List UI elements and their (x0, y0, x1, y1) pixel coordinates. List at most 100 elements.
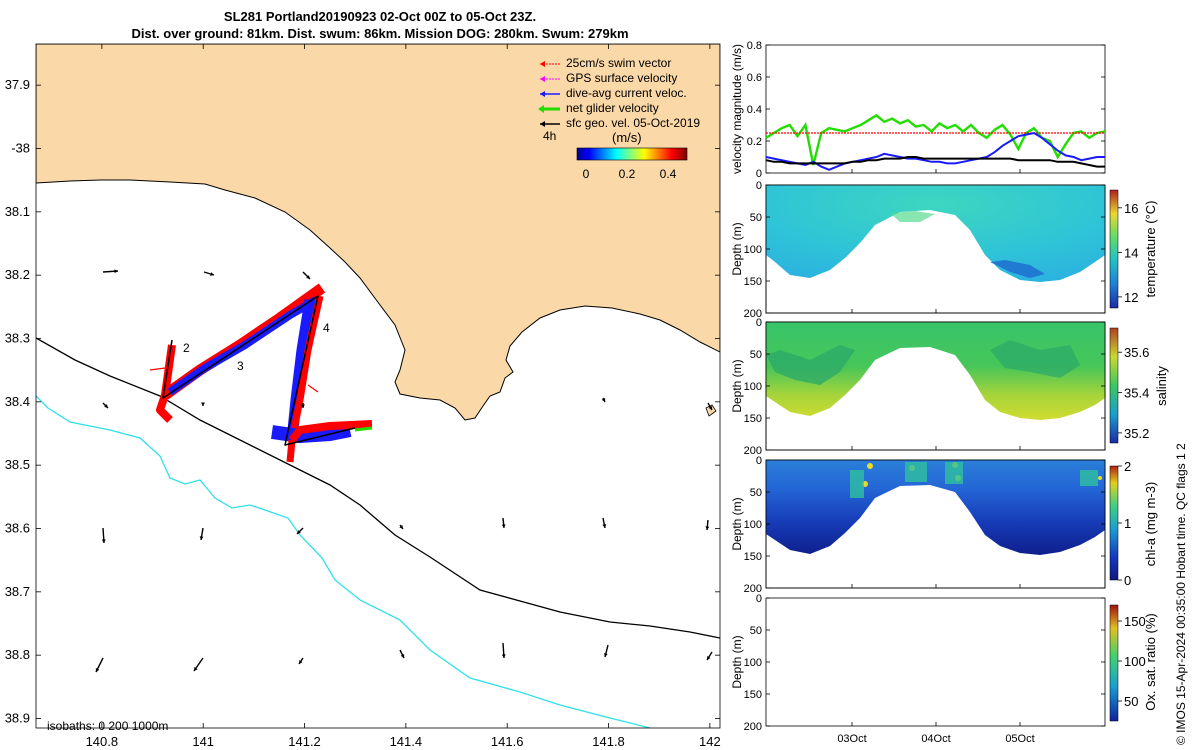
map-ytick-label: 37.9 (5, 77, 30, 92)
sfc-geo-arrowhead (114, 269, 118, 274)
map-ytick-label: 38.1 (5, 204, 30, 219)
time-step-label: 4h (543, 129, 556, 143)
date-tick-label: 05Oct (1005, 733, 1034, 745)
salinity-ytick-label: 50 (750, 349, 762, 361)
oxygen-y-ticks: 0 50 100 150 200 (744, 593, 1105, 733)
swim-arrow-b (307, 384, 319, 393)
chl-ytick-label: 200 (744, 583, 762, 595)
sfc-geo-arrowhead (707, 656, 711, 660)
legend-label-dive-avg: dive-avg current veloc. (566, 86, 687, 100)
chl-y-ticks: 0 50 100 150 200 (744, 455, 1105, 595)
copyright-footer: © IMOS 15-Apr-2024 00:35:00 Hobart time.… (1174, 443, 1188, 745)
chl-colorbar (1109, 465, 1119, 581)
map-xtick-label: 141.2 (288, 734, 321, 749)
temperature-cold-patch (990, 260, 1045, 278)
chl-ytick-label: 100 (744, 519, 762, 531)
salinity-ytick-label: 100 (744, 381, 762, 393)
velocity-ytick-label: 0.4 (747, 104, 762, 116)
temperature-colorbar (1109, 189, 1119, 309)
chl-ytick-label: 50 (750, 487, 762, 499)
sfc-geo-arrows (95, 269, 713, 673)
oxygen-ytick-label: 50 (750, 625, 762, 637)
velocity-panel: 0 0.2 0.4 0.6 0.8 velocity magnitude (m/s) (730, 40, 1106, 180)
sfc-geo-arrowhead (299, 660, 303, 664)
legend-label-gps: GPS surface velocity (566, 71, 677, 85)
sfc-geo-arrowhead (501, 654, 506, 658)
velocity-ytick-label: 0.2 (747, 136, 762, 148)
map-xtick-label: 141 (192, 734, 214, 749)
oxygen-colorbar (1109, 604, 1119, 722)
legend-item-sfc-geo: sfc geo. vel. 05-Oct-2019 (540, 116, 700, 130)
velocity-y-ticks: 0 0.2 0.4 0.6 0.8 (747, 40, 1105, 180)
temperature-cbtick-label: 12 (1124, 290, 1138, 305)
map-ytick-label: 38.9 (5, 711, 30, 726)
oxygen-cbtick-label: 150 (1124, 614, 1146, 629)
legend-item-dive-avg: dive-avg current veloc. (540, 86, 687, 100)
temperature-ytick-label: 200 (744, 308, 762, 320)
sfc-geo-arrowhead (601, 398, 606, 402)
oxygen-cbtick-label: 100 (1124, 654, 1146, 669)
map-ytick-label: 38.6 (5, 521, 30, 536)
sfc-geo-arrowhead (400, 654, 405, 658)
sfc-geo-arrowhead (201, 402, 205, 406)
sfc-geo-arrowhead (301, 404, 305, 408)
map-xtick-label: 141.4 (390, 734, 423, 749)
chl-ytick-label: 0 (756, 455, 762, 467)
chl-cbar-label: chl-a (mg m-3) (1143, 482, 1158, 567)
sfc-geo-arrowhead (101, 539, 106, 543)
sfc-geo-arrowhead (603, 653, 608, 657)
temperature-cbtick-label: 14 (1124, 245, 1138, 260)
isobaths-label: isobaths: 0 200 1000m (47, 719, 168, 733)
temperature-panel: 0 50 100 150 200 Depth (m) 12 14 16 temperatur… (730, 180, 1158, 320)
colorbar-units: (m/s) (612, 130, 642, 145)
temperature-ytick-label: 0 (756, 180, 762, 192)
oxygen-ytick-label: 100 (744, 657, 762, 669)
map-land (36, 44, 720, 421)
map-ytick-label: 38.5 (5, 457, 30, 472)
glider-track: 2 3 4 (149, 283, 373, 463)
oxygen-ytick-label: 0 (756, 593, 762, 605)
salinity-ytick-label: 200 (744, 445, 762, 457)
temperature-field (766, 185, 1105, 282)
oxygen-ylabel: Depth (m) (730, 635, 744, 688)
chl-ytick-label: 150 (744, 551, 762, 563)
map-xtick-label: 141.6 (491, 734, 524, 749)
title-line-2: Dist. over ground: 81km. Dist. swum: 86k… (131, 26, 629, 41)
salinity-cbar-label: salinity (1154, 366, 1169, 406)
temperature-ytick-label: 50 (750, 212, 762, 224)
salinity-fresh-patch (766, 345, 855, 385)
map-y-ticks: 37.9 -38 38.1 38.2 38.3 38.4 38.5 38.6 38.7 38.8 3… (5, 77, 720, 726)
velocity-series-line (765, 156, 1105, 168)
legend-item-swim: 25cm/s swim vector (540, 56, 671, 70)
sfc-geo-arrowhead (602, 524, 607, 528)
temperature-colorbar-ticks: 12 14 16 (1118, 201, 1138, 305)
track-line (162, 295, 356, 446)
chl-ylabel: Depth (m) (730, 497, 744, 550)
waypoint-4: 4 (323, 321, 330, 335)
oxygen-ytick-label: 150 (744, 689, 762, 701)
temperature-cbar-label: temperature (°C) (1143, 201, 1158, 298)
sfc-geo-arrowhead (708, 406, 712, 410)
velocity-series-line (765, 131, 1105, 171)
oxygen-ytick-label: 200 (744, 721, 762, 733)
legend-label-sfc-geo: sfc geo. vel. 05-Oct-2019 (566, 116, 700, 130)
map-xtick-label: 142 (699, 734, 721, 749)
velocity-ytick-label: 0.6 (747, 72, 762, 84)
chl-cbtick-label: 1 (1124, 516, 1131, 531)
temperature-ytick-label: 100 (744, 244, 762, 256)
sfc-geo-arrowhead (501, 524, 506, 528)
oxygen-colorbar-ticks: 50 100 150 (1118, 614, 1146, 709)
velocity-ylabel: velocity magnitude (m/s) (730, 44, 744, 174)
salinity-ylabel: Depth (m) (730, 359, 744, 412)
map-frame (35, 43, 721, 729)
isobath-1000 (36, 395, 651, 728)
salinity-y-ticks: 0 50 100 150 200 (744, 317, 1105, 457)
isobath-200 (36, 337, 720, 639)
salinity-colorbar (1109, 327, 1119, 444)
chl-mid-patches (850, 462, 1098, 498)
legend-label-swim: 25cm/s swim vector (566, 56, 671, 70)
velocity-series-line (765, 113, 1106, 166)
date-x-ticks: 03Oct 04Oct 05Oct (837, 169, 1035, 745)
chl-cbtick-label: 2 (1124, 459, 1131, 474)
